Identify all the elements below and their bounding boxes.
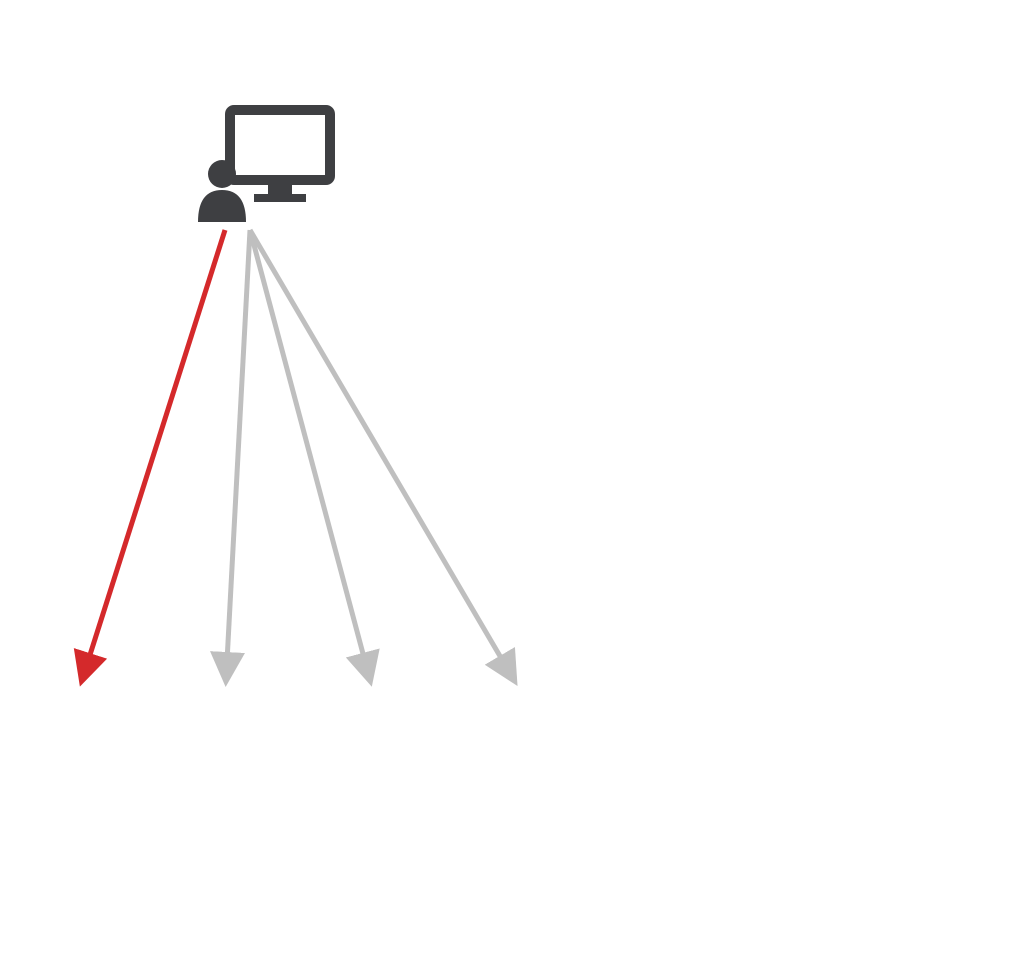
client-to-node-inactive [226,230,250,680]
client-to-node-inactive [250,230,514,680]
network-diagram [0,0,1024,957]
client-monitor [230,110,330,180]
client-to-node-inactive [250,230,370,680]
client-to-node-active [82,230,225,680]
